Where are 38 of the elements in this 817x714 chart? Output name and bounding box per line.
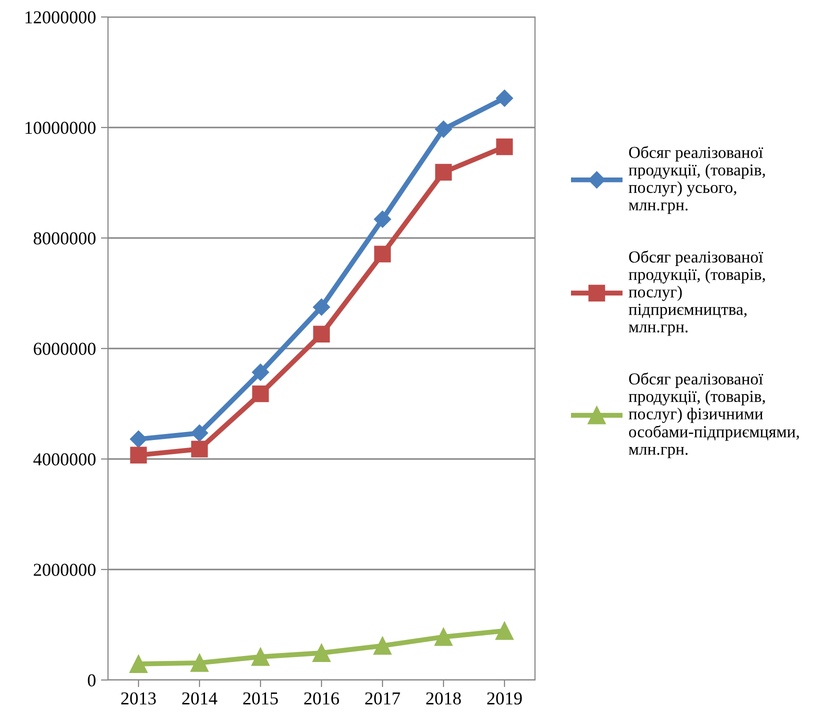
y-tick-label: 12000000 bbox=[26, 11, 96, 24]
point bbox=[434, 120, 452, 138]
y-tick-label: 0 bbox=[88, 674, 96, 686]
y-tick-label: 4000000 bbox=[33, 453, 96, 466]
point bbox=[251, 648, 270, 666]
point bbox=[191, 440, 208, 458]
point bbox=[374, 246, 391, 262]
x-tick-label: 2019 bbox=[487, 692, 522, 705]
y-tick-label: 6000000 bbox=[34, 342, 96, 355]
x-tick-label: 2017 bbox=[365, 692, 400, 705]
point bbox=[190, 424, 208, 442]
point bbox=[435, 164, 452, 181]
y-tick-label: 10000000 bbox=[26, 122, 96, 134]
x-tick-label: 2015 bbox=[243, 692, 278, 705]
point bbox=[496, 138, 513, 156]
legend-label: Обсяг реалізованої продукції, (товарів, послуг) фізичними особами-підприємцями, млн.грн. bbox=[628, 372, 799, 458]
legend-label: Обсяг реалізованої продукції, (товарів, послуг) усього, млн.грн. bbox=[628, 146, 765, 214]
legend-label: Обсяг реалізованої продукції, (товарів, послуг) підприємництва, млн.грн. bbox=[628, 250, 765, 336]
y-tick-label: 2000000 bbox=[34, 564, 96, 576]
point bbox=[496, 90, 514, 107]
y-tick-label: 8000000 bbox=[34, 232, 96, 244]
point bbox=[252, 385, 269, 402]
x-tick-label: 2016 bbox=[304, 692, 340, 705]
point bbox=[130, 446, 147, 464]
point bbox=[312, 644, 331, 662]
x-tick-label: 2013 bbox=[121, 692, 156, 705]
point bbox=[495, 622, 514, 640]
point bbox=[129, 654, 148, 674]
point bbox=[313, 326, 330, 342]
x-tick-label: 2018 bbox=[426, 692, 461, 705]
point bbox=[130, 430, 148, 448]
point bbox=[252, 364, 270, 381]
x-tick-label: 2014 bbox=[182, 692, 218, 705]
point bbox=[434, 628, 453, 646]
point bbox=[374, 210, 392, 228]
point bbox=[312, 298, 330, 316]
point bbox=[190, 654, 209, 672]
point bbox=[373, 636, 392, 655]
